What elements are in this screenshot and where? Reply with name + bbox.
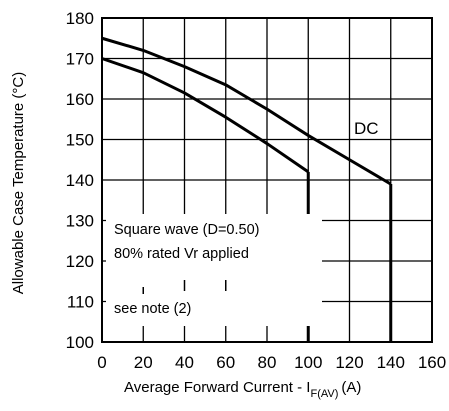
x-tick-label: 60 xyxy=(216,353,235,372)
rated-vr-label: 80% rated Vr applied xyxy=(114,246,249,262)
x-axis-title: Average Forward Current - IF(AV) (A) xyxy=(124,379,361,400)
x-tick-label: 40 xyxy=(175,353,194,372)
x-tick-label: 100 xyxy=(294,353,322,372)
y-tick-label: 140 xyxy=(66,171,94,190)
y-tick-label: 160 xyxy=(66,90,94,109)
y-tick-label: 150 xyxy=(66,131,94,150)
note-label: see note (2) xyxy=(114,301,191,317)
y-tick-labels: 100 110 120 130 140 150 160 170 180 xyxy=(66,9,94,352)
series-line-2 xyxy=(101,57,310,174)
dc-label: DC xyxy=(354,119,379,138)
x-tick-label: 140 xyxy=(377,353,405,372)
series-line-1 xyxy=(101,36,392,186)
square-wave-label: Square wave (D=0.50) xyxy=(114,222,259,238)
x-tick-label: 0 xyxy=(97,353,106,372)
y-axis-title: Allowable Case Temperature (°C) xyxy=(10,72,27,294)
plot-frame xyxy=(101,17,433,343)
annotation-ticks xyxy=(142,280,227,294)
y-tick-label: 110 xyxy=(67,293,94,312)
y-tick-label: 180 xyxy=(66,9,94,28)
y-tick-label: 130 xyxy=(66,212,94,231)
y-tick-label: 170 xyxy=(66,50,94,69)
x-tick-label: 120 xyxy=(335,353,363,372)
annotation-box xyxy=(106,214,322,326)
x-axis-title-unit: (A) xyxy=(341,379,361,396)
y-tick-label: 120 xyxy=(66,252,94,271)
x-tick-label: 160 xyxy=(418,353,446,372)
x-axis-title-subscript: F(AV) xyxy=(310,388,338,400)
x-axis-title-main: Average Forward Current - I xyxy=(124,379,310,396)
x-tick-label: 80 xyxy=(258,353,277,372)
x-tick-labels: 0 20 40 60 80 100 120 140 160 xyxy=(97,353,446,372)
y-tick-label: 100 xyxy=(66,333,94,352)
x-tick-label: 20 xyxy=(134,353,153,372)
